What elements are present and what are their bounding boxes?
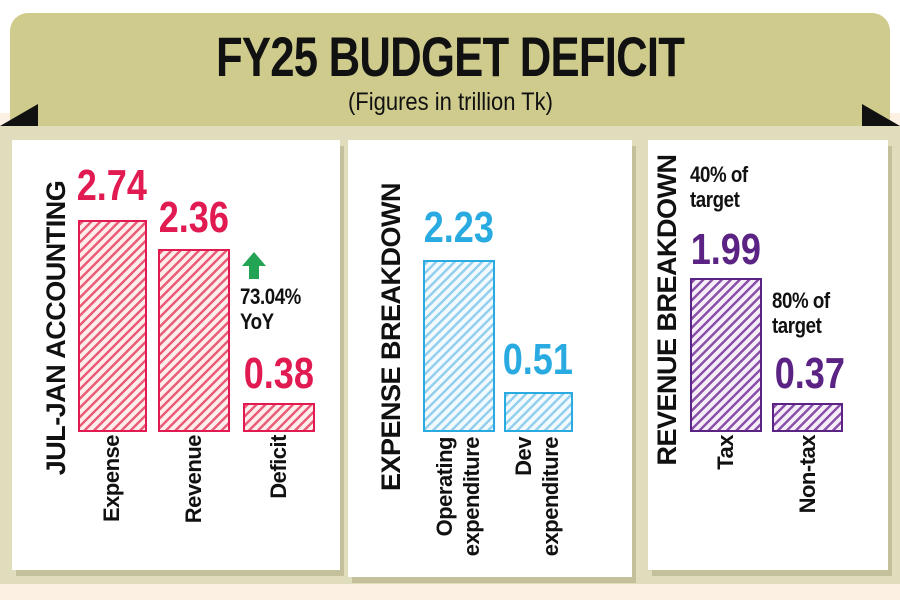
value-operating-text: 2.23: [423, 203, 495, 252]
value-expense: 2.74: [62, 164, 162, 208]
value-revenue-text: 2.36: [158, 193, 230, 242]
value-nontax-text: 0.37: [774, 349, 846, 398]
nontax-target-note: 80% of target: [772, 288, 830, 338]
label-operating-expenditure: Operating expenditure: [432, 437, 484, 557]
label-nontax: Non-tax: [795, 435, 820, 514]
value-operating-expenditure: 2.23: [409, 206, 509, 250]
page-title-text: FY25 BUDGET DEFICIT: [215, 25, 685, 88]
bar-operating-expenditure: [423, 260, 495, 432]
label-revenue: Revenue: [181, 435, 206, 524]
value-dev-text: 0.51: [502, 335, 574, 384]
value-tax: 1.99: [676, 228, 776, 272]
bar-expense: [78, 220, 147, 432]
value-expense-text: 2.74: [76, 161, 148, 210]
yoy-annotation: 73.04% YoY: [240, 284, 301, 334]
panel2-title: EXPENSE BREAKDOWN: [376, 182, 406, 492]
value-tax-text: 1.99: [690, 225, 762, 274]
value-revenue: 2.36: [144, 196, 244, 240]
label-tax: Tax: [713, 435, 738, 470]
bar-deficit: [243, 403, 315, 432]
increase-arrow-stem: [249, 265, 259, 279]
value-deficit: 0.38: [229, 352, 329, 396]
value-nontax: 0.37: [760, 352, 860, 396]
label-dev-expenditure: Dev expenditure: [511, 437, 563, 557]
bar-nontax: [772, 403, 843, 432]
label-deficit: Deficit: [266, 435, 291, 499]
header-ribbon: [10, 13, 890, 126]
bar-revenue: [158, 249, 230, 432]
panel3-title: REVENUE BREAKDOWN: [652, 154, 682, 466]
page-subtitle: (Figures in trillion Tk): [0, 88, 900, 117]
tax-target-note: 40% of target: [690, 162, 748, 212]
bar-tax: [690, 278, 762, 432]
value-deficit-text: 0.38: [243, 349, 315, 398]
panel-revenue-breakdown: [648, 140, 888, 570]
bar-dev-expenditure: [504, 392, 573, 432]
page-subtitle-text: (Figures in trillion Tk): [347, 88, 553, 116]
increase-arrow-icon: [242, 252, 266, 266]
label-expense: Expense: [99, 435, 124, 522]
page-title: FY25 BUDGET DEFICIT: [0, 24, 900, 89]
value-dev-expenditure: 0.51: [488, 338, 588, 382]
